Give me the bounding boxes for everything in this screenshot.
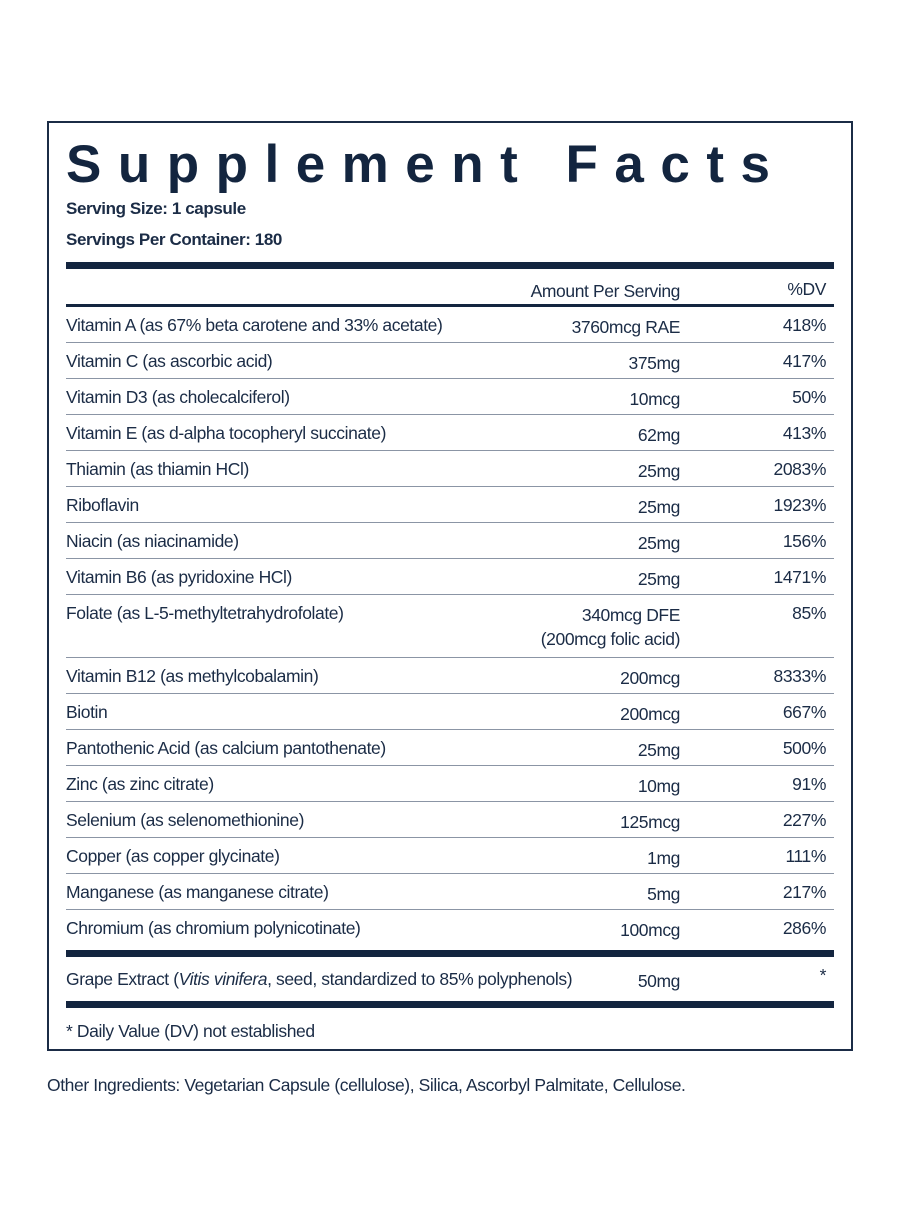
nutrient-name: Zinc (as zinc citrate) — [66, 774, 214, 794]
grape-extract-row: Grape Extract (Vitis vinifera, seed, sta… — [66, 957, 834, 1001]
nutrient-amount: 10mg — [637, 776, 681, 796]
grape-latin-name: Vitis vinifera — [178, 969, 268, 989]
nutrient-dv: 286% — [782, 918, 827, 938]
divider-thick — [66, 950, 834, 957]
nutrient-dv: 111% — [785, 846, 826, 866]
nutrient-dv: 156% — [782, 531, 827, 551]
nutrient-name: Riboflavin — [66, 495, 139, 515]
supplement-facts-panel: Supplement Facts Serving Size: 1 capsule… — [47, 121, 853, 1051]
nutrient-amount: 50mg — [637, 971, 681, 991]
nutrient-amount: 25mg — [637, 461, 681, 481]
nutrient-dv: 217% — [782, 882, 827, 902]
nutrient-row: Vitamin E (as d-alpha tocopheryl succina… — [66, 415, 834, 451]
grape-name-prefix: Grape Extract ( — [66, 969, 179, 989]
nutrient-row: Folate (as L-5-methyltetrahydrofolate) 34… — [66, 595, 834, 658]
nutrient-dv: 85% — [792, 603, 826, 623]
divider-thick — [66, 1001, 834, 1008]
nutrient-dv: 1923% — [773, 495, 827, 515]
nutrient-row: Niacin (as niacinamide) 25mg 156% — [66, 523, 834, 559]
nutrient-name: Vitamin A (as 67% beta carotene and 33% … — [66, 315, 443, 335]
nutrient-row: Selenium (as selenomethionine) 125mcg 227% — [66, 802, 834, 838]
nutrient-amount: 62mg — [637, 425, 681, 445]
nutrient-dv: 8333% — [773, 666, 827, 686]
nutrient-dv: 418% — [782, 315, 827, 335]
servings-per-container: Servings Per Container: 180 — [66, 230, 282, 249]
nutrient-amount: 100mcg — [620, 920, 680, 940]
nutrient-dv: * — [819, 965, 827, 985]
nutrient-row: Biotin 200mcg 667% — [66, 694, 834, 730]
nutrient-name: Vitamin B6 (as pyridoxine HCl) — [66, 567, 292, 587]
nutrient-name: Niacin (as niacinamide) — [66, 531, 239, 551]
divider-thick — [66, 262, 834, 269]
nutrient-row: Copper (as copper glycinate) 1mg 111% — [66, 838, 834, 874]
header-dv: %DV — [787, 279, 826, 299]
nutrient-amount: 25mg — [637, 740, 681, 760]
nutrient-row: Vitamin C (as ascorbic acid) 375mg 417% — [66, 343, 834, 379]
nutrient-name: Chromium (as chromium polynicotinate) — [66, 918, 361, 938]
header-amount: Amount Per Serving — [530, 281, 681, 301]
nutrient-row: Zinc (as zinc citrate) 10mg 91% — [66, 766, 834, 802]
nutrient-row: Vitamin B12 (as methylcobalamin) 200mcg 83… — [66, 658, 834, 694]
nutrient-dv: 413% — [782, 423, 827, 443]
panel-title: Supplement Facts — [66, 135, 787, 194]
nutrient-name: Selenium (as selenomethionine) — [66, 810, 304, 830]
nutrient-dv: 2083% — [773, 459, 827, 479]
nutrient-name: Grape Extract (Vitis vinifera, seed, sta… — [66, 969, 573, 990]
nutrient-name: Folate (as L-5-methyltetrahydrofolate) — [66, 603, 344, 623]
nutrient-name: Pantothenic Acid (as calcium pantothenat… — [66, 738, 386, 758]
nutrient-row: Chromium (as chromium polynicotinate) 100… — [66, 910, 834, 945]
nutrient-dv: 500% — [782, 738, 827, 758]
nutrient-name: Vitamin B12 (as methylcobalamin) — [66, 666, 319, 686]
nutrient-row: Riboflavin 25mg 1923% — [66, 487, 834, 523]
nutrient-amount: 375mg — [628, 353, 680, 373]
nutrient-row: Manganese (as manganese citrate) 5mg 217% — [66, 874, 834, 910]
nutrient-amount: 340mcg DFE (200mcg folic acid) — [540, 605, 681, 649]
nutrient-amount: 200mcg — [620, 704, 680, 724]
column-header: Amount Per Serving %DV — [66, 275, 834, 305]
divider-header — [66, 304, 834, 307]
nutrient-name: Manganese (as manganese citrate) — [66, 882, 329, 902]
other-ingredients: Other Ingredients: Vegetarian Capsule (c… — [47, 1075, 686, 1095]
nutrient-name: Vitamin E (as d-alpha tocopheryl succina… — [66, 423, 387, 443]
nutrient-amount: 3760mcg RAE — [571, 317, 681, 337]
nutrient-dv: 1471% — [773, 567, 827, 587]
nutrient-amount: 25mg — [637, 497, 681, 517]
footnote: * Daily Value (DV) not established — [66, 1021, 315, 1041]
nutrient-name: Thiamin (as thiamin HCl) — [66, 459, 249, 479]
nutrient-row: Vitamin B6 (as pyridoxine HCl) 25mg 1471% — [66, 559, 834, 595]
nutrient-row: Vitamin A (as 67% beta carotene and 33% … — [66, 307, 834, 343]
grape-name-suffix: , seed, standardized to 85% polyphenols) — [267, 969, 573, 989]
nutrient-amount: 10mcg — [629, 389, 680, 409]
nutrient-name: Vitamin C (as ascorbic acid) — [66, 351, 273, 371]
nutrient-amount: 25mg — [637, 569, 681, 589]
nutrient-dv: 417% — [782, 351, 827, 371]
nutrient-amount: 1mg — [647, 848, 680, 868]
nutrient-dv: 227% — [782, 810, 827, 830]
nutrient-name: Biotin — [66, 702, 108, 722]
nutrient-amount: 25mg — [637, 533, 681, 553]
nutrient-amount: 125mcg — [620, 812, 680, 832]
nutrient-name: Vitamin D3 (as cholecalciferol) — [66, 387, 290, 407]
nutrient-row: Thiamin (as thiamin HCl) 25mg 2083% — [66, 451, 834, 487]
nutrient-row: Vitamin D3 (as cholecalciferol) 10mcg 50% — [66, 379, 834, 415]
nutrient-name: Copper (as copper glycinate) — [66, 846, 280, 866]
serving-size: Serving Size: 1 capsule — [66, 199, 246, 218]
nutrient-row: Pantothenic Acid (as calcium pantothenat… — [66, 730, 834, 766]
nutrient-dv: 50% — [792, 387, 826, 407]
nutrient-amount: 5mg — [647, 884, 680, 904]
nutrient-dv: 91% — [792, 774, 826, 794]
nutrient-amount: 200mcg — [620, 668, 680, 688]
nutrient-dv: 667% — [782, 702, 827, 722]
